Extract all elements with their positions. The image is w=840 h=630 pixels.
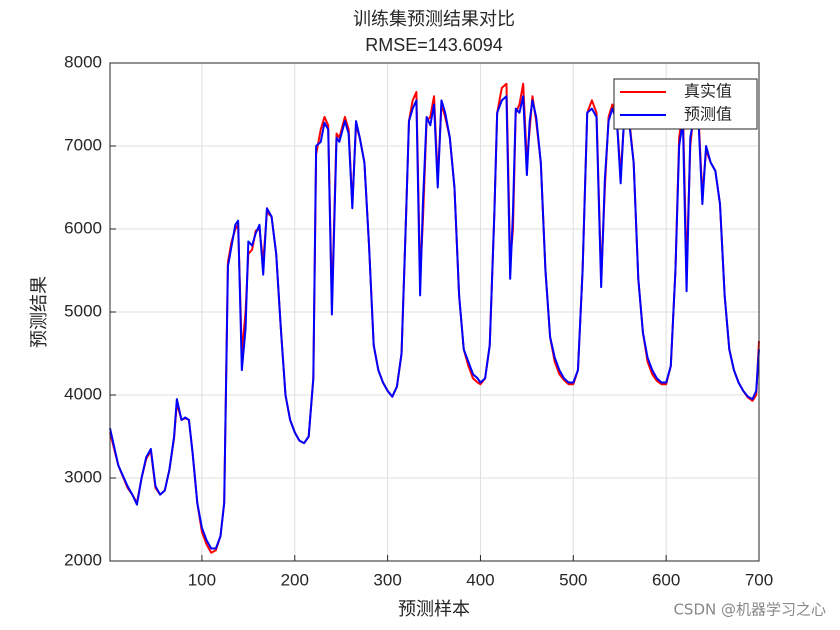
- chart-title: 训练集预测结果对比: [353, 9, 515, 30]
- x-tick-label: 600: [652, 570, 680, 589]
- data-line: [109, 95, 760, 550]
- y-tick-label: 7000: [64, 135, 102, 154]
- x-tick-label: 700: [745, 570, 773, 589]
- x-tick-label: 300: [373, 570, 401, 589]
- y-tick-label: 6000: [64, 218, 102, 237]
- legend-box: [613, 78, 758, 130]
- y-tick-label: 2000: [64, 550, 102, 569]
- x-axis-label: 预测样本: [398, 599, 470, 620]
- x-tick-label: 200: [281, 570, 309, 589]
- y-tick-label: 8000: [64, 52, 102, 71]
- x-tick-label: 500: [559, 570, 587, 589]
- y-axis-label: 预测结果: [29, 276, 50, 348]
- legend-label: 真实值: [684, 82, 732, 101]
- y-tick-label: 3000: [64, 467, 102, 486]
- y-tick-label: 4000: [64, 384, 102, 403]
- plot-frame: [109, 62, 760, 562]
- y-tick-label: 5000: [64, 301, 102, 320]
- chart-subtitle: RMSE=143.6094: [365, 35, 503, 55]
- x-tick-label: 400: [466, 570, 494, 589]
- legend-label: 预测值: [684, 105, 732, 124]
- watermark: CSDN @机器学习之心: [673, 601, 826, 619]
- x-tick-label: 100: [188, 570, 216, 589]
